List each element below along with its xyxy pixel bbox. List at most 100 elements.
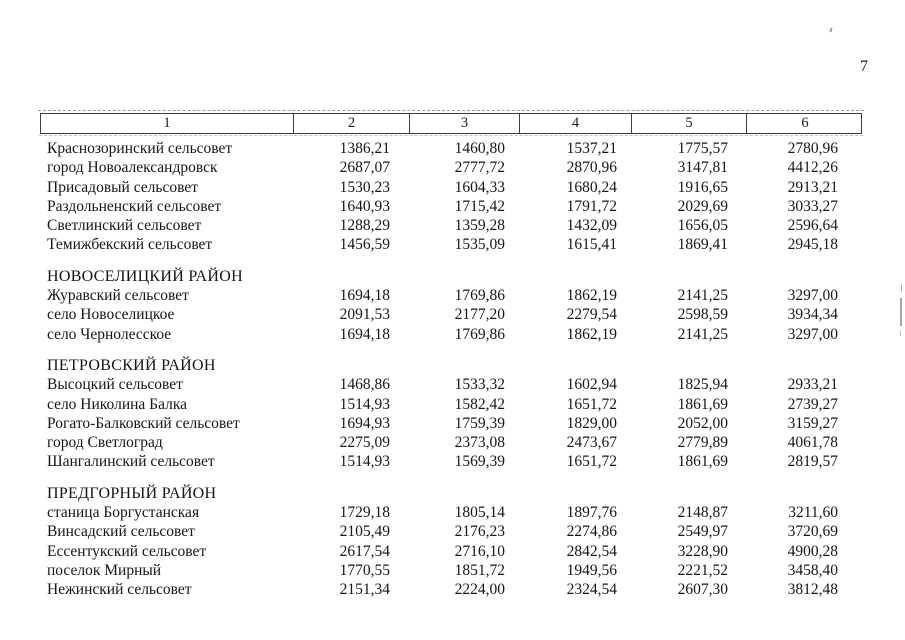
value-cell: 1569,39 — [454, 453, 505, 471]
value-cell: 2091,53 — [339, 306, 390, 324]
value-cell: 2224,00 — [454, 581, 505, 599]
value-cell: 1861,69 — [677, 453, 728, 471]
value-cell: 1615,41 — [566, 236, 617, 254]
value-cell: 2716,10 — [454, 542, 505, 560]
value-cell: 1602,94 — [566, 376, 617, 394]
value-cell: 2151,34 — [339, 581, 390, 599]
value-cell: 1359,28 — [454, 217, 505, 235]
value-cell: 1514,93 — [339, 453, 390, 471]
value-cell: 4900,28 — [787, 542, 838, 560]
table-row: Высоцкий сельсовет 1468,86 1533,32 1602,94 1… — [40, 375, 862, 394]
value-cell: 1514,93 — [339, 395, 390, 413]
value-cell: 3228,90 — [677, 542, 728, 560]
value-cell: 1694,18 — [339, 325, 390, 343]
value-cell: 2141,25 — [677, 287, 728, 305]
value-cell: 2279,54 — [566, 306, 617, 324]
header-cell-2: 2 — [293, 114, 409, 133]
table-row: Нежинский сельсовет 2151,34 2224,00 2324,54… — [40, 580, 862, 599]
territory-name-cell: Нежинский сельсовет — [47, 581, 192, 599]
table-row: Рогато-Балковский сельсовет 1694,93 1759,3… — [40, 414, 862, 433]
value-cell: 2819,57 — [787, 453, 838, 471]
value-cell: 1530,23 — [339, 178, 390, 196]
value-cell: 2324,54 — [566, 581, 617, 599]
value-cell: 1729,18 — [339, 504, 390, 522]
value-cell: 2933,21 — [787, 376, 838, 394]
value-cell: 2779,89 — [677, 434, 728, 452]
value-cell: 1582,42 — [454, 395, 505, 413]
territory-name-cell: Присадовый сельсовет — [47, 178, 198, 196]
table-section: ПЕТРОВСКИЙ РАЙОН Высоцкий сельсовет 1468,8… — [40, 356, 862, 472]
value-cell: 1651,72 — [566, 453, 617, 471]
value-cell: 2176,23 — [454, 523, 505, 541]
value-cell: 1769,86 — [454, 287, 505, 305]
value-cell: 4412,26 — [787, 159, 838, 177]
value-cell: 3147,81 — [677, 159, 728, 177]
table-header-row: 1 2 3 4 5 6 — [38, 110, 864, 136]
table-row: Журавский сельсовет 1694,18 1769,86 1862,19… — [40, 286, 862, 305]
territory-name-cell: поселок Мирный — [47, 561, 162, 579]
tariff-table: 1 2 3 4 5 6 Краснозоринский сельсовет 138… — [38, 110, 864, 600]
value-cell: 1651,72 — [566, 395, 617, 413]
table-row: село Николина Балка 1514,93 1582,42 1651,72… — [40, 395, 862, 414]
value-cell: 2052,00 — [677, 414, 728, 432]
section-title: НОВОСЕЛИЦКИЙ РАЙОН — [47, 267, 243, 285]
value-cell: 3159,27 — [787, 414, 838, 432]
territory-name-cell: Ессентукский сельсовет — [47, 542, 207, 560]
value-cell: 2274,86 — [566, 523, 617, 541]
value-cell: 1386,21 — [339, 140, 390, 157]
table-row: Раздольненский сельсовет 1640,93 1715,42 17… — [40, 197, 862, 216]
value-cell: 3934,34 — [787, 306, 838, 324]
territory-name-cell: село Николина Балка — [47, 395, 187, 413]
value-cell: 2780,96 — [787, 140, 838, 157]
value-cell: 2373,08 — [454, 434, 505, 452]
territory-name-cell: Краснозоринский сельсовет — [47, 140, 233, 157]
territory-name-cell: станица Боргустанская — [47, 504, 200, 522]
value-cell: 1460,80 — [454, 140, 505, 157]
value-cell: 1862,19 — [566, 325, 617, 343]
value-cell: 2607,30 — [677, 581, 728, 599]
table-section: ПРЕДГОРНЫЙ РАЙОН станица Боргустанская 172… — [40, 484, 862, 600]
territory-name-cell: Высоцкий сельсовет — [47, 376, 183, 394]
table-row: Краснозоринский сельсовет 1386,21 1460,80 1… — [40, 139, 862, 158]
value-cell: 1949,56 — [566, 561, 617, 579]
value-cell: 2870,96 — [566, 159, 617, 177]
value-cell: 3812,48 — [787, 581, 838, 599]
value-cell: 2739,27 — [787, 395, 838, 413]
table-row: Светлинский сельсовет 1288,29 1359,28 1432,… — [40, 216, 862, 235]
territory-name-cell: село Чернолесское — [47, 325, 172, 343]
value-cell: 2687,07 — [339, 159, 390, 177]
value-cell: 2777,72 — [454, 159, 505, 177]
territory-name-cell: город Новоалександровск — [47, 159, 218, 177]
value-cell: 1288,29 — [339, 217, 390, 235]
territory-name-cell: Темижбекский сельсовет — [47, 236, 213, 254]
value-cell: 1805,14 — [454, 504, 505, 522]
value-cell: 3297,00 — [787, 325, 838, 343]
value-cell: 3458,40 — [787, 561, 838, 579]
table-row: станица Боргустанская 1729,18 1805,14 1897,… — [40, 503, 862, 522]
value-cell: 2617,54 — [339, 542, 390, 560]
scan-artifact-line — [900, 331, 901, 336]
territory-name-cell: Раздольненский сельсовет — [47, 197, 222, 215]
table-section: Краснозоринский сельсовет 1386,21 1460,80 1… — [40, 139, 862, 255]
value-cell: 1825,94 — [677, 376, 728, 394]
value-cell: 1861,69 — [677, 395, 728, 413]
table-row: город Новоалександровск 2687,07 2777,72 287… — [40, 158, 862, 177]
value-cell: 1468,86 — [339, 376, 390, 394]
territory-name-cell: Светлинский сельсовет — [47, 217, 202, 235]
value-cell: 2275,09 — [339, 434, 390, 452]
value-cell: 1759,39 — [454, 414, 505, 432]
table-row: Винсадский сельсовет 2105,49 2176,23 2274,8… — [40, 522, 862, 541]
table-row: Присадовый сельсовет 1530,23 1604,33 1680,2… — [40, 178, 862, 197]
value-cell: 1604,33 — [454, 178, 505, 196]
value-cell: 1869,41 — [677, 236, 728, 254]
value-cell: 1432,09 — [566, 217, 617, 235]
value-cell: 1533,32 — [454, 376, 505, 394]
territory-name-cell: город Светлоград — [47, 434, 163, 452]
territory-name-cell: Шангалинский сельсовет — [47, 453, 215, 471]
table-row: Шангалинский сельсовет 1514,93 1569,39 1651… — [40, 452, 862, 471]
value-cell: 2945,18 — [787, 236, 838, 254]
value-cell: 3720,69 — [787, 523, 838, 541]
scan-artifact-mark — [829, 27, 833, 33]
page-number: 7 — [860, 58, 868, 75]
header-cell-5: 5 — [631, 114, 746, 133]
